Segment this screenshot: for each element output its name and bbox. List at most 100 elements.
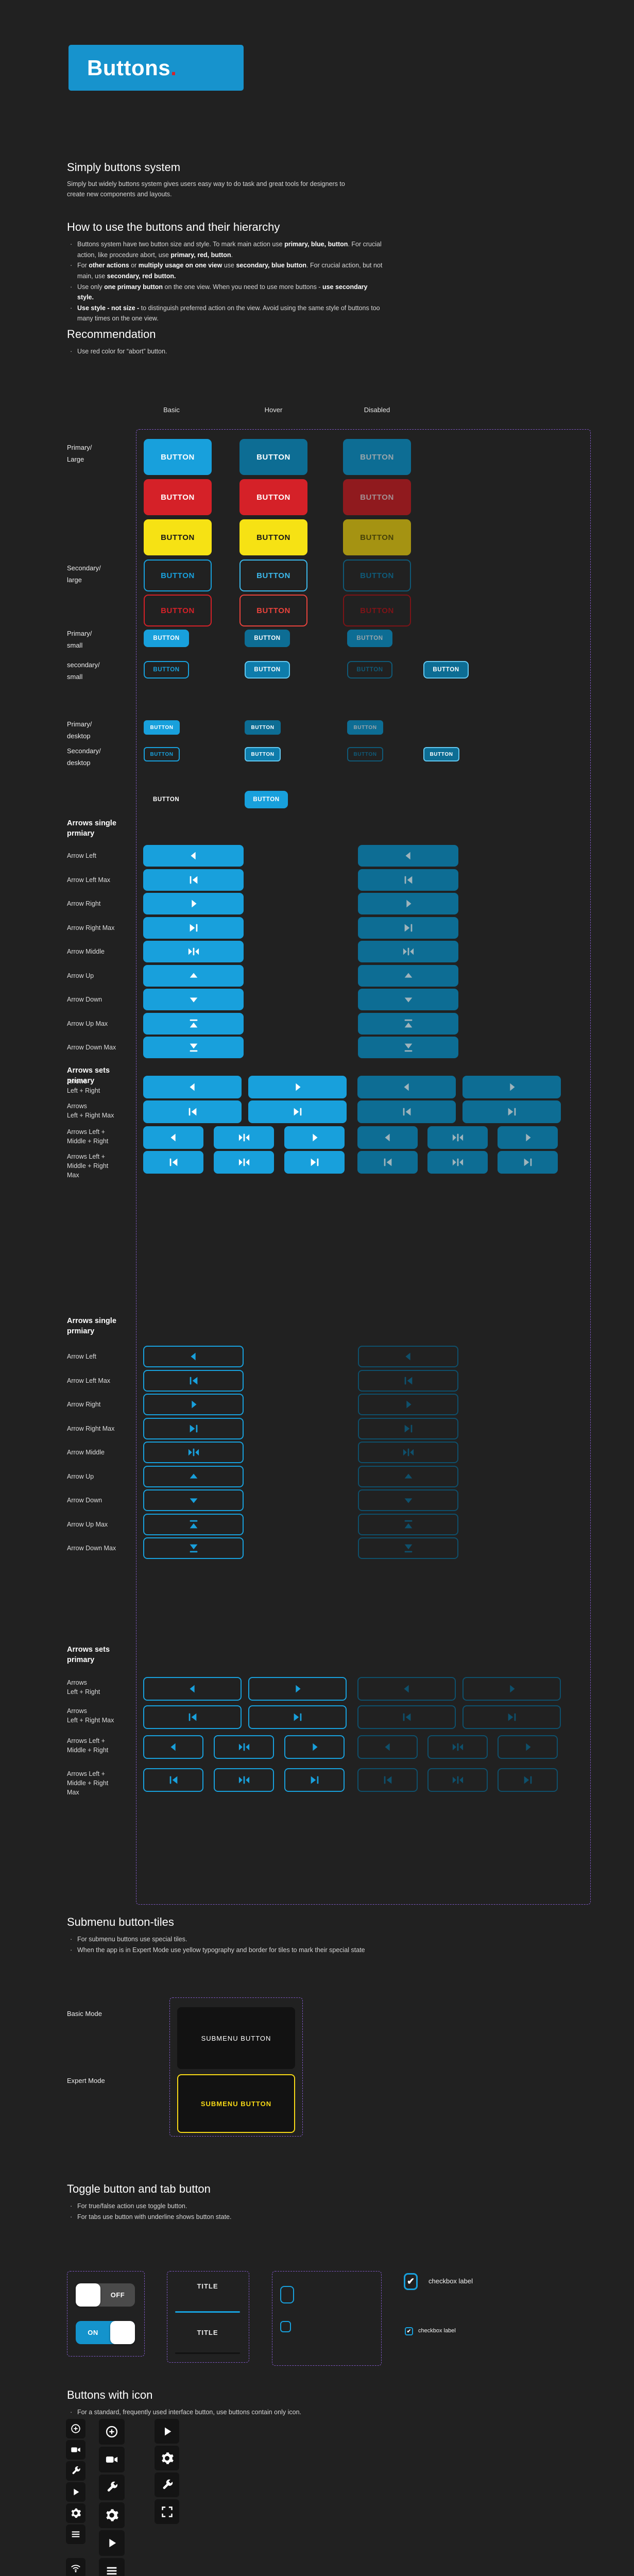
checkbox-outline-small[interactable]	[280, 2321, 291, 2332]
button-red-lg-basic[interactable]: BUTTON	[144, 479, 212, 515]
icon-button-gear[interactable]	[66, 2503, 85, 2523]
arrowset-secondary-arrow-right-basic[interactable]	[248, 1677, 347, 1701]
toggle-on-knob[interactable]	[110, 2321, 135, 2344]
arrow-primary-arrow-left-max-disabled[interactable]	[358, 869, 458, 891]
button-red-lg-disabled[interactable]: BUTTON	[343, 595, 411, 626]
arrow-primary-arrow-right-basic[interactable]	[143, 893, 244, 914]
icon-button-video-camera[interactable]	[99, 2447, 125, 2472]
arrow-secondary-arrow-left-max-basic[interactable]	[143, 1370, 244, 1392]
arrow-secondary-arrow-up-max-basic[interactable]	[143, 1514, 244, 1535]
arrowset-secondary-arrow-middle-disabled[interactable]	[427, 1768, 488, 1792]
button-yellow-lg-basic[interactable]: BUTTON	[144, 519, 212, 555]
toggle-off[interactable]: OFF	[76, 2283, 135, 2307]
arrowset-secondary-arrow-left-max-disabled[interactable]	[357, 1705, 456, 1729]
arrow-secondary-arrow-left-disabled[interactable]	[358, 1346, 458, 1367]
arrow-primary-arrow-middle-basic[interactable]	[143, 941, 244, 962]
button-blue-sm-basic[interactable]: BUTTON	[144, 630, 189, 647]
button-blue-xs-disabled[interactable]: BUTTON	[347, 720, 383, 735]
arrowset-primary-arrow-left-basic[interactable]	[143, 1076, 242, 1098]
arrow-primary-arrow-down-max-disabled[interactable]	[358, 1037, 458, 1058]
submenu-button-basic[interactable]: SUBMENU BUTTON	[177, 2007, 295, 2069]
arrowset-primary-arrow-middle-disabled[interactable]	[427, 1151, 488, 1174]
arrowset-primary-arrow-right-basic[interactable]	[284, 1126, 345, 1149]
icon-button-play[interactable]	[66, 2482, 85, 2502]
arrow-primary-arrow-right-max-disabled[interactable]	[358, 917, 458, 939]
icon-button-gear[interactable]	[155, 2446, 179, 2470]
button-blue-lg-disabled[interactable]: BUTTON	[343, 560, 411, 591]
toggle-on[interactable]: ON	[76, 2321, 135, 2344]
arrow-secondary-arrow-down-max-disabled[interactable]	[358, 1537, 458, 1559]
checkbox-checked-large[interactable]: ✔	[404, 2273, 418, 2290]
arrowset-secondary-arrow-middle-basic[interactable]	[214, 1768, 274, 1792]
arrow-secondary-arrow-down-basic[interactable]	[143, 1489, 244, 1511]
button-blue-lg-basic[interactable]: BUTTON	[144, 439, 212, 475]
arrow-secondary-arrow-down-disabled[interactable]	[358, 1489, 458, 1511]
icon-button-plus-circle[interactable]	[66, 2419, 85, 2438]
icon-button-play[interactable]	[99, 2530, 125, 2556]
arrowset-secondary-arrow-left-basic[interactable]	[143, 1735, 203, 1759]
arrowset-primary-arrow-left-disabled[interactable]	[357, 1076, 456, 1098]
icon-button-play[interactable]	[155, 2419, 179, 2444]
button-blue-sm-disabled[interactable]: BUTTON	[347, 661, 392, 679]
button-blue-lg-hover[interactable]: BUTTON	[239, 560, 307, 591]
arrowset-secondary-arrow-right-disabled[interactable]	[498, 1735, 558, 1759]
button-blue-xs-hover[interactable]: BUTTON	[245, 720, 281, 735]
text-button-basic[interactable]: BUTTON	[153, 796, 180, 803]
button-blue-lg-basic[interactable]: BUTTON	[144, 560, 212, 591]
arrow-primary-arrow-down-basic[interactable]	[143, 989, 244, 1010]
arrowset-secondary-arrow-middle-basic[interactable]	[214, 1735, 274, 1759]
button-blue-lg-disabled[interactable]: BUTTON	[343, 439, 411, 475]
arrowset-secondary-arrow-middle-disabled[interactable]	[427, 1735, 488, 1759]
button-blue-xs-disabled[interactable]: BUTTON	[347, 747, 383, 761]
arrowset-primary-arrow-middle-disabled[interactable]	[427, 1126, 488, 1149]
arrow-secondary-arrow-right-max-basic[interactable]	[143, 1418, 244, 1439]
button-blue-xs-basic[interactable]: BUTTON	[144, 720, 180, 735]
button-blue-xs-pressed[interactable]: BUTTON	[423, 747, 459, 761]
arrow-primary-arrow-middle-disabled[interactable]	[358, 941, 458, 962]
button-blue-lg-hover[interactable]: BUTTON	[239, 439, 307, 475]
arrow-secondary-arrow-up-max-disabled[interactable]	[358, 1514, 458, 1535]
arrowset-primary-arrow-right-max-basic[interactable]	[284, 1151, 345, 1174]
arrowset-secondary-arrow-left-basic[interactable]	[143, 1677, 242, 1701]
arrow-secondary-arrow-down-max-basic[interactable]	[143, 1537, 244, 1559]
arrow-primary-arrow-down-max-basic[interactable]	[143, 1037, 244, 1058]
arrow-secondary-arrow-right-max-disabled[interactable]	[358, 1418, 458, 1439]
button-red-lg-basic[interactable]: BUTTON	[144, 595, 212, 626]
arrowset-secondary-arrow-right-max-basic[interactable]	[284, 1768, 345, 1792]
checkbox-checked-small[interactable]: ✔	[405, 2327, 413, 2335]
button-red-lg-disabled[interactable]: BUTTON	[343, 479, 411, 515]
arrowset-primary-arrow-left-basic[interactable]	[143, 1126, 203, 1149]
arrowset-secondary-arrow-left-disabled[interactable]	[357, 1677, 456, 1701]
icon-button-fullscreen[interactable]	[155, 2499, 179, 2524]
arrow-secondary-arrow-middle-disabled[interactable]	[358, 1442, 458, 1463]
arrowset-secondary-arrow-left-max-basic[interactable]	[143, 1768, 203, 1792]
arrow-primary-arrow-right-max-basic[interactable]	[143, 917, 244, 939]
submenu-button-expert[interactable]: SUBMENU BUTTON	[177, 2074, 295, 2133]
arrowset-secondary-arrow-right-max-disabled[interactable]	[462, 1705, 561, 1729]
icon-button-gear[interactable]	[99, 2502, 125, 2528]
icon-button-video-camera[interactable]	[66, 2440, 85, 2460]
arrowset-secondary-arrow-left-disabled[interactable]	[357, 1735, 418, 1759]
arrow-primary-arrow-down-disabled[interactable]	[358, 989, 458, 1010]
arrowset-secondary-arrow-right-max-basic[interactable]	[248, 1705, 347, 1729]
arrowset-primary-arrow-right-max-disabled[interactable]	[498, 1151, 558, 1174]
checkbox-outline-large[interactable]	[280, 2286, 294, 2303]
arrowset-secondary-arrow-left-max-disabled[interactable]	[357, 1768, 418, 1792]
arrowset-primary-arrow-left-max-basic[interactable]	[143, 1100, 242, 1123]
button-red-lg-hover[interactable]: BUTTON	[239, 479, 307, 515]
arrow-primary-arrow-up-max-disabled[interactable]	[358, 1013, 458, 1035]
arrow-secondary-arrow-right-disabled[interactable]	[358, 1394, 458, 1415]
arrow-primary-arrow-left-max-basic[interactable]	[143, 869, 244, 891]
button-blue-sm-pressed[interactable]: BUTTON	[423, 661, 469, 679]
tab-active[interactable]: TITLE	[197, 2282, 218, 2290]
icon-button-wrench[interactable]	[66, 2461, 85, 2481]
arrow-primary-arrow-up-max-basic[interactable]	[143, 1013, 244, 1035]
arrowset-secondary-arrow-right-disabled[interactable]	[462, 1677, 561, 1701]
arrow-primary-arrow-left-basic[interactable]	[143, 845, 244, 867]
arrowset-primary-arrow-right-disabled[interactable]	[498, 1126, 558, 1149]
icon-button-wrench[interactable]	[155, 2472, 179, 2497]
arrowset-primary-arrow-middle-basic[interactable]	[214, 1126, 274, 1149]
button-yellow-lg-disabled[interactable]: BUTTON	[343, 519, 411, 555]
button-yellow-lg-hover[interactable]: BUTTON	[239, 519, 307, 555]
arrowset-primary-arrow-right-disabled[interactable]	[462, 1076, 561, 1098]
